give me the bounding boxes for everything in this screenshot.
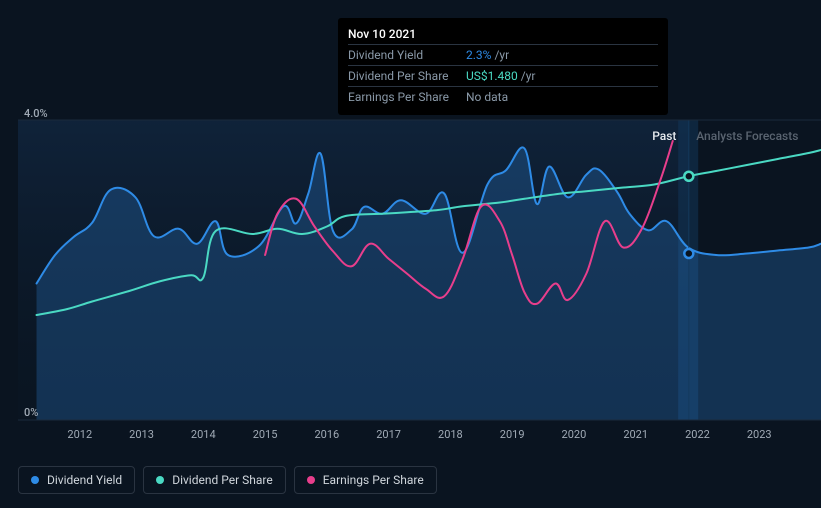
legend: Dividend Yield Dividend Per Share Earnin… [18,466,437,494]
chart-container: Nov 10 2021 Dividend Yield2.3%/yrDividen… [0,0,821,508]
x-tick-label: 2018 [438,428,463,441]
x-axis-labels: 2012 2013 2014 2015 2016 2017 2018 2019 2020 2021… [0,428,821,444]
legend-label: Dividend Yield [47,473,122,487]
tooltip-suffix: /yr [494,48,509,62]
x-tick-label: 2020 [562,428,587,441]
y-axis-label-bottom: 0% [24,406,38,419]
y-axis-label-top: 4.0% [24,107,48,120]
legend-item-earnings-per-share[interactable]: Earnings Per Share [294,466,437,494]
x-tick-label: 2014 [191,428,216,441]
tooltip: Nov 10 2021 Dividend Yield2.3%/yrDividen… [338,18,668,115]
legend-item-dividend-yield[interactable]: Dividend Yield [18,466,135,494]
legend-label: Earnings Per Share [323,473,424,487]
tooltip-suffix: /yr [521,69,536,83]
x-tick-label: 2013 [129,428,154,441]
tooltip-value: US$1.480 [466,69,518,83]
tooltip-label: Earnings Per Share [348,90,466,104]
x-tick-label: 2023 [747,428,772,441]
legend-dot-icon [307,476,315,484]
legend-dot-icon [156,476,164,484]
x-tick-label: 2022 [685,428,710,441]
x-tick-label: 2021 [623,428,648,441]
tooltip-row: Dividend Per ShareUS$1.480/yr [348,65,658,86]
region-label-past: Past [652,129,676,143]
x-tick-label: 2019 [500,428,525,441]
x-tick-label: 2016 [314,428,339,441]
tooltip-row: Earnings Per ShareNo data [348,86,658,107]
region-label-forecast: Analysts Forecasts [696,129,798,143]
x-tick-label: 2017 [376,428,401,441]
tooltip-value: 2.3% [466,48,491,62]
legend-dot-icon [31,476,39,484]
tooltip-label: Dividend Per Share [348,69,466,83]
x-tick-label: 2015 [253,428,278,441]
x-tick-label: 2012 [67,428,92,441]
tooltip-value: No data [466,90,508,104]
tooltip-row: Dividend Yield2.3%/yr [348,44,658,65]
tooltip-label: Dividend Yield [348,48,466,62]
legend-item-dividend-per-share[interactable]: Dividend Per Share [143,466,286,494]
legend-label: Dividend Per Share [172,473,273,487]
tooltip-date: Nov 10 2021 [348,24,658,44]
